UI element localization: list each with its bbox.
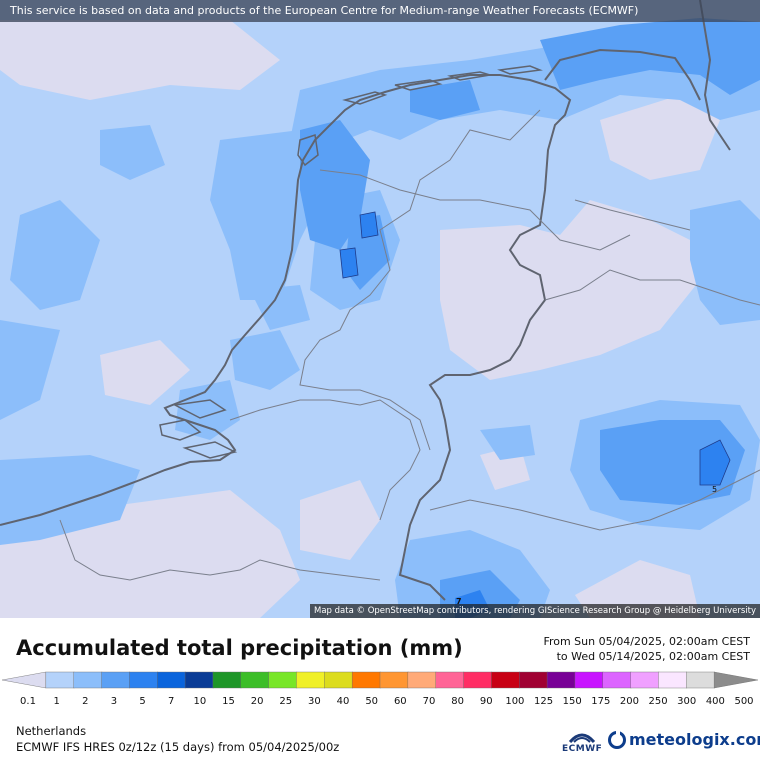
scale-tick-label: 7 — [168, 696, 174, 707]
scale-swatch — [324, 671, 353, 689]
scale-tick-label: 175 — [591, 696, 610, 707]
scale-swatch — [519, 671, 548, 689]
scale-swatch — [574, 671, 604, 689]
scale-tick-label: 90 — [480, 696, 493, 707]
precipitation-map[interactable]: 5 7 This service is based on data and pr… — [0, 0, 760, 618]
meteologix-logo[interactable]: meteologix.com — [608, 730, 760, 749]
scale-swatch — [686, 671, 715, 689]
scale-swatch — [379, 671, 409, 689]
scale-tick-label: 15 — [222, 696, 235, 707]
scale-tick-label: 25 — [279, 696, 292, 707]
ecmwf-logo-text: ECMWF — [562, 744, 603, 754]
ecmwf-arc-icon — [568, 733, 596, 744]
scale-swatch — [491, 671, 520, 689]
country-borders — [59, 109, 760, 581]
scale-swatch — [184, 671, 214, 689]
scale-tick-label: 10 — [193, 696, 206, 707]
scale-swatch — [157, 671, 186, 689]
contour-lines — [339, 211, 731, 486]
scale-swatch — [713, 671, 759, 689]
scale-swatch — [268, 671, 298, 689]
scale-tick-label: 200 — [620, 696, 639, 707]
local-max-south-label: 7 — [456, 597, 462, 606]
scale-swatch — [1, 671, 47, 689]
ecmwf-arc-inner-icon — [573, 737, 591, 743]
scale-tick-label: 80 — [451, 696, 464, 707]
scale-tick-label: 250 — [649, 696, 668, 707]
ecmwf-notice: This service is based on data and produc… — [0, 0, 760, 22]
scale-swatch — [129, 671, 158, 689]
islands — [159, 65, 543, 459]
map-canvas: 5 7 — [0, 0, 760, 618]
scale-tick-label: 1 — [53, 696, 59, 707]
meteologix-icon — [608, 730, 626, 749]
scale-tick-label: 50 — [365, 696, 378, 707]
coastline — [0, 0, 731, 601]
scale-swatch — [351, 671, 381, 689]
period-to: to Wed 05/14/2025, 02:00am CEST — [556, 650, 750, 663]
scale-tick-label: 30 — [308, 696, 321, 707]
scale-swatch — [73, 671, 103, 689]
scale-swatch — [45, 671, 75, 689]
map-attribution[interactable]: Map data © OpenStreetMap contributors, r… — [310, 604, 760, 618]
period-from: From Sun 05/04/2025, 02:00am CEST — [543, 635, 750, 648]
scale-swatch — [101, 671, 131, 689]
scale-swatch — [407, 671, 437, 689]
scale-tick-label: 150 — [563, 696, 582, 707]
scale-tick-label: 125 — [534, 696, 553, 707]
scale-swatch — [602, 671, 632, 689]
scale-swatch — [240, 671, 270, 689]
scale-tick-label: 3 — [111, 696, 117, 707]
scale-swatch — [658, 671, 688, 689]
scale-swatch — [463, 671, 493, 689]
scale-tick-label: 500 — [734, 696, 753, 707]
local-max-east-label: 5 — [712, 485, 717, 494]
scale-swatch — [435, 671, 465, 689]
forecast-period: From Sun 05/04/2025, 02:00am CEST to Wed… — [543, 634, 750, 664]
scale-tick-label: 60 — [394, 696, 407, 707]
scale-tick-label: 40 — [337, 696, 350, 707]
scale-tick-label: 0.1 — [20, 696, 36, 707]
model-info: ECMWF IFS HRES 0z/12z (15 days) from 05/… — [16, 740, 340, 754]
scale-tick-label: 70 — [423, 696, 436, 707]
scale-tick-label: 300 — [677, 696, 696, 707]
scale-tick-label: 2 — [82, 696, 88, 707]
ecmwf-logo[interactable] — [560, 726, 604, 756]
chart-title: Accumulated total precipitation (mm) — [16, 636, 463, 660]
scale-swatch — [212, 671, 242, 689]
scale-tick-label: 20 — [251, 696, 264, 707]
meteologix-logo-text: meteologix.com — [629, 730, 760, 749]
scale-swatch — [546, 671, 576, 689]
scale-tick-label: 400 — [706, 696, 725, 707]
region-label: Netherlands — [16, 724, 87, 738]
precipitation-color-scale: 0.1 1 2 3 5 7 10 15 20 25 30 40 50 60 70 80 90 100 125 150 1… — [1, 671, 759, 707]
scale-tick-label: 5 — [139, 696, 145, 707]
scale-swatch — [630, 671, 660, 689]
scale-swatch — [296, 671, 326, 689]
scale-tick-label: 100 — [505, 696, 524, 707]
